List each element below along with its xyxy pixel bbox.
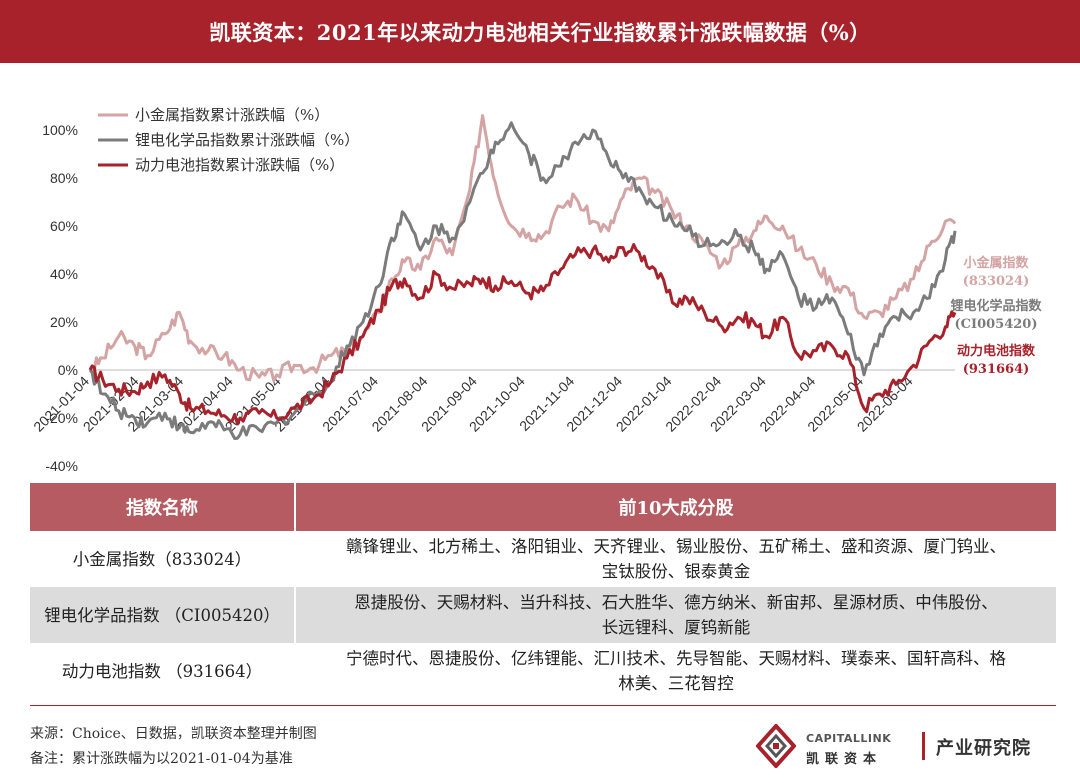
series-end-code: (833024) (963, 274, 1030, 289)
department-name: 产业研究院 (936, 738, 1031, 759)
page-title: 凯联资本：2021年以来动力电池相关行业指数累计涨跌幅数据（%） (209, 19, 871, 45)
index-stocks: 宁德时代、恩捷股份、亿纬锂能、汇川技术、先导智能、天赐材料、璞泰来、国轩高科、格… (295, 643, 1056, 699)
legend-label: 锂电化学品指数累计涨跌幅（%） (135, 131, 359, 149)
y-tick-label: 80% (50, 170, 78, 186)
legend-label: 动力电池指数累计涨跌幅（%） (135, 156, 344, 174)
index-name: 小金属指数（833024） (30, 531, 296, 587)
y-tick-label: -20% (45, 410, 78, 426)
table-header-stocks: 前10大成分股 (295, 483, 1056, 531)
y-tick-label: 60% (50, 218, 78, 234)
note-text: 备注：累计涨跌幅为以2021-01-04为基准 (30, 751, 293, 767)
logo-separator (922, 732, 925, 760)
y-tick-label: 100% (42, 122, 78, 138)
series-line-2 (88, 121, 957, 440)
table-header-name: 指数名称 (30, 483, 296, 531)
y-tick-label: 40% (50, 266, 78, 282)
table-row: 锂电化学品指数 （CI005420） 恩捷股份、天赐材料、当升科技、石大胜华、德… (30, 587, 1056, 643)
index-name: 锂电化学品指数 （CI005420） (30, 587, 296, 643)
series-end-code: (931664) (963, 362, 1030, 377)
title-bar: 凯联资本：2021年以来动力电池相关行业指数累计涨跌幅数据（%） (0, 0, 1080, 63)
table-row: 动力电池指数 （931664） 宁德时代、恩捷股份、亿纬锂能、汇川技术、先导智能… (30, 643, 1056, 699)
series-end-label: 动力电池指数 (957, 343, 1036, 359)
series-line-3 (88, 243, 957, 426)
table-row: 小金属指数（833024） 赣锋锂业、北方稀土、洛阳钼业、天齐锂业、锡业股份、五… (30, 531, 1056, 587)
legend-label: 小金属指数累计涨跌幅（%） (135, 106, 329, 124)
line-chart: 100%80%60%40%20%0%-20%-40%2021-01-042021… (30, 106, 1042, 474)
logo-chinese: 凯联资本 (806, 752, 883, 767)
y-tick-label: -40% (45, 458, 78, 474)
logo-english: CAPITALLINK (806, 732, 892, 745)
series-end-label: 小金属指数 (963, 255, 1029, 271)
footer-divider (30, 705, 1056, 706)
constituents-table: 指数名称 前10大成分股 小金属指数（833024） 赣锋锂业、北方稀土、洛阳钼… (30, 483, 1056, 699)
series-end-label: 锂电化学品指数 (950, 298, 1042, 314)
y-tick-label: 20% (50, 314, 78, 330)
series-line-1 (89, 114, 957, 383)
series-end-code: (CI005420) (954, 317, 1037, 332)
index-name: 动力电池指数 （931664） (30, 643, 296, 699)
company-logo: CAPITALLINK 凯联资本 产业研究院 (756, 722, 1056, 772)
capitallink-logo-icon (756, 724, 796, 768)
y-tick-label: 0% (58, 362, 78, 378)
source-text: 来源：Choice、日数据，凯联资本整理并制图 (30, 726, 317, 742)
index-stocks: 恩捷股份、天赐材料、当升科技、石大胜华、德方纳米、新宙邦、星源材质、中伟股份、长… (295, 587, 1056, 643)
index-stocks: 赣锋锂业、北方稀土、洛阳钼业、天齐锂业、锡业股份、五矿稀土、盛和资源、厦门钨业、… (295, 531, 1056, 587)
